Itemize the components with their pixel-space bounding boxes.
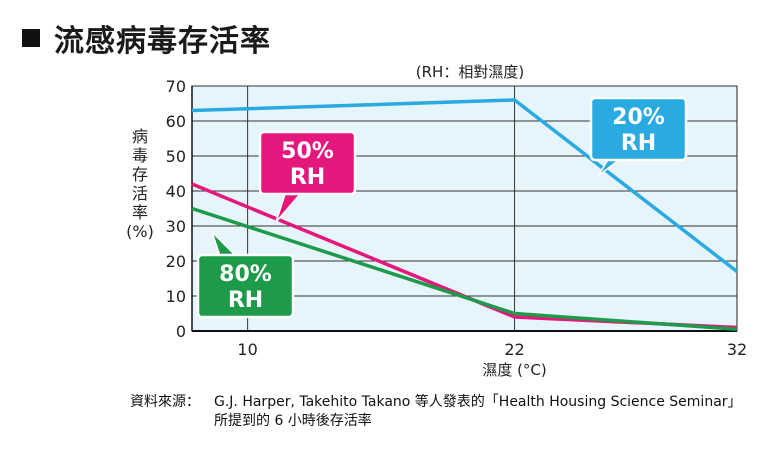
- series-label: 80%: [219, 262, 272, 287]
- series-label: RH: [621, 131, 656, 156]
- series-line: [191, 206, 738, 332]
- series-label: RH: [228, 288, 263, 313]
- series-label: 20%: [612, 105, 665, 130]
- source-note: 資料來源： G.J. Harper, Takehito Takano 等人發表的「…: [130, 393, 744, 431]
- y-tick-label: 60: [166, 112, 186, 131]
- x-tick-label: 10: [237, 340, 257, 359]
- survival-rate-chart: 0 10 20 30 40 50 60 70 10 22 32 濕度 (°C) (RH：相對濕度) 病毒存…: [126, 63, 747, 379]
- y-tick-label: 50: [166, 147, 186, 166]
- callout-fill: [206, 258, 285, 308]
- series-label: RH: [290, 165, 325, 190]
- source-label: 資料來源：: [130, 394, 200, 410]
- series-callout: 80%RH: [196, 231, 295, 319]
- page-title: 流感病毒存活率: [54, 24, 271, 59]
- y-axis-label-char: 病: [132, 127, 148, 146]
- series-callout: 20%RH: [589, 96, 688, 177]
- x-tick-label: 22: [504, 340, 524, 359]
- y-tick-label: 0: [176, 322, 186, 341]
- y-axis-label-char: 活: [132, 184, 148, 203]
- y-tick-label: 70: [166, 77, 186, 96]
- y-axis-label-char: 毒: [132, 146, 148, 165]
- callout-fill: [599, 101, 678, 151]
- y-tick-label: 20: [166, 252, 186, 271]
- series-line: [191, 98, 739, 273]
- y-axis-label-char: 率: [132, 203, 148, 222]
- y-tick-label: 40: [166, 182, 186, 201]
- y-axis-label-char: 存: [132, 165, 148, 184]
- x-tick-label: 32: [727, 340, 747, 359]
- chart-subtitle: (RH：相對濕度): [416, 63, 524, 81]
- series-label: 50%: [281, 139, 334, 164]
- y-axis-label: 病毒存活率(%): [126, 127, 154, 241]
- y-tick-label: 30: [166, 217, 186, 236]
- series-callout: 50%RH: [258, 130, 357, 223]
- y-tick-label: 10: [166, 287, 186, 306]
- title-square-icon: [22, 29, 40, 47]
- source-text: G.J. Harper, Takehito Takano 等人發表的「Healt…: [214, 394, 742, 429]
- x-axis-label: 濕度 (°C): [482, 361, 546, 379]
- callout-fill: [268, 135, 347, 185]
- y-axis-label-char: (%): [126, 222, 154, 241]
- title-block: 流感病毒存活率: [22, 10, 271, 66]
